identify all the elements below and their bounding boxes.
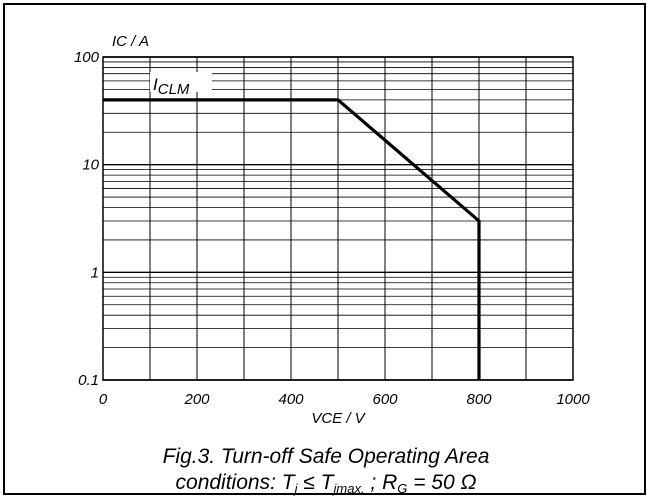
svg-text:ICLM: ICLM <box>153 75 190 98</box>
iclm-label-main: I <box>153 75 158 94</box>
soa-curve <box>103 98 481 380</box>
y-tick-label: 1 <box>91 264 99 281</box>
caption-line-1: Fig.3. Turn-off Safe Operating Area <box>163 445 490 468</box>
y-tick-label: 10 <box>82 157 99 174</box>
x-tick-label: 200 <box>183 391 210 408</box>
x-tick-label: 800 <box>466 391 492 408</box>
x-tick-labels: 0 200 400 600 800 1000 <box>99 391 591 408</box>
y-tick-labels: 0.1 1 10 100 <box>74 49 100 389</box>
caption-line-2: conditions: Tj ≤ Tjmax. ; RG = 50 Ω <box>176 471 477 496</box>
y-tick-label: 0.1 <box>78 372 99 389</box>
iclm-annotation: ICLM <box>150 72 212 98</box>
x-tick-label: 600 <box>372 391 398 408</box>
plot-area <box>102 56 574 381</box>
x-tick-label: 1000 <box>556 391 590 408</box>
y-axis-label: IC / A <box>112 33 149 50</box>
x-tick-label: 0 <box>99 391 108 408</box>
x-axis-label: VCE / V <box>311 410 366 427</box>
y-tick-label: 100 <box>74 49 100 66</box>
iclm-label-sub: CLM <box>158 81 190 98</box>
x-tick-label: 400 <box>278 391 304 408</box>
figure-frame <box>3 3 646 495</box>
grid-minor <box>103 57 573 380</box>
